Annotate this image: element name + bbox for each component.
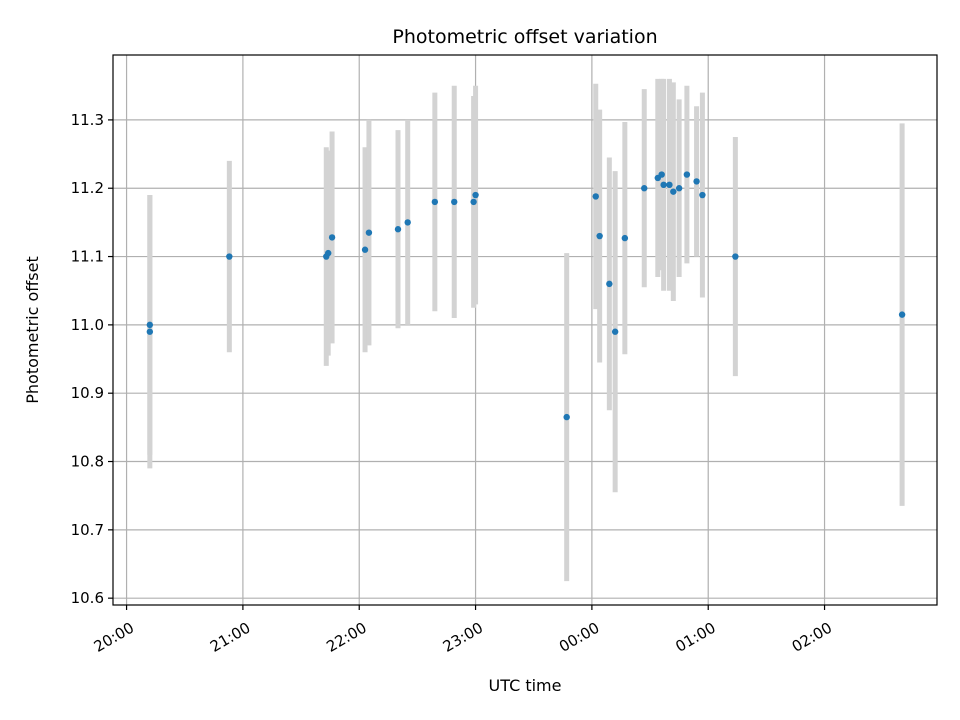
data-point — [670, 188, 677, 195]
y-tick-label: 10.8 — [71, 453, 104, 471]
data-point — [683, 171, 691, 178]
data-point — [451, 198, 458, 206]
data-point — [693, 178, 700, 185]
data-point — [699, 191, 706, 199]
data-point — [675, 185, 683, 192]
data-point — [611, 328, 619, 335]
data-point — [641, 185, 648, 192]
y-tick-label: 10.9 — [71, 384, 104, 402]
data-point — [146, 328, 154, 335]
data-point — [431, 198, 439, 206]
x-axis-label: UTC time — [489, 676, 562, 695]
y-tick-label: 11.2 — [71, 179, 104, 197]
data-point — [658, 171, 665, 178]
y-tick-label: 10.6 — [71, 589, 104, 607]
y-axis-label: Photometric offset — [23, 256, 42, 404]
data-point — [470, 198, 477, 206]
data-point — [361, 246, 369, 253]
data-point — [146, 321, 154, 329]
y-tick-label: 11.3 — [71, 111, 104, 129]
data-point — [596, 232, 603, 240]
chart-title: Photometric offset variation — [392, 26, 657, 48]
data-point — [394, 226, 402, 233]
axis-ticks: 20:00 21:00 22:00 23:00 00:00 01:00 02:0010.61… — [71, 111, 836, 656]
y-tick-label: 10.7 — [71, 521, 104, 539]
data-point — [666, 181, 673, 189]
data-point — [325, 249, 332, 257]
data-point — [660, 181, 667, 189]
y-tick-label: 11.1 — [71, 248, 104, 266]
data-points — [146, 171, 906, 421]
data-point — [898, 311, 906, 318]
data-point — [404, 219, 411, 226]
data-point — [328, 234, 336, 241]
data-point — [365, 229, 373, 236]
plot-frame — [112, 54, 938, 606]
data-point — [732, 253, 739, 260]
grid-lines — [113, 55, 937, 605]
data-point — [606, 280, 613, 288]
data-point — [472, 191, 479, 199]
data-point — [592, 193, 599, 200]
data-point — [621, 234, 629, 242]
data-point — [226, 253, 233, 260]
y-tick-label: 11.0 — [71, 316, 104, 334]
data-point — [563, 413, 570, 421]
